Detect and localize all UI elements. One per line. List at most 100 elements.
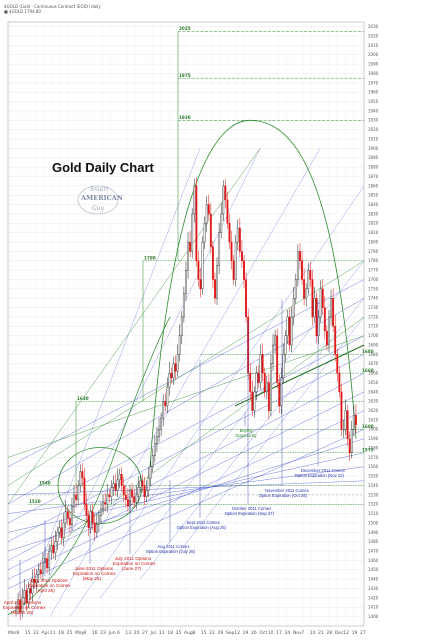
x-tick-label: 19 [352,630,358,636]
candle-body [46,558,49,569]
y-tick-label: 1710 [368,324,379,329]
y-tick-label: 1400 [368,614,379,619]
y-tick-label: 1730 [368,305,379,310]
x-tick-label: Aug [184,630,193,636]
y-tick-label: 1410 [368,605,379,610]
candle-body [296,251,299,280]
annotation-text: July 2011 Options [115,556,152,561]
y-tick-label: 1880 [368,165,379,170]
candle-body [124,494,127,500]
candle-body [91,511,94,524]
y-tick-label: 1470 [368,548,379,553]
candle-body [37,569,40,575]
candle-body [265,382,268,393]
candle-body [303,279,306,299]
y-tick-label: 1560 [368,464,379,469]
y-tick-label: 1450 [368,567,379,572]
candle-body [77,485,80,500]
candle-body [147,477,150,491]
y-tick-label: 1760 [368,277,379,282]
candle-body [174,363,177,372]
trendline-blue [7,335,365,524]
x-tick-label: Mar [8,630,17,636]
candle-body [31,578,34,594]
candle-body [278,382,281,407]
x-tick-label: 11 [159,630,165,636]
candle-body [355,415,357,425]
candle-body [255,372,258,393]
candle-body [338,372,341,393]
candle-body [253,391,256,411]
candle-body [305,288,308,299]
y-tick-label: 1920 [368,127,379,132]
annotation-text: Option Expiration (July 26) [146,549,196,554]
y-tick-label: 1990 [368,62,379,67]
x-tick-label: 22 [209,630,215,636]
chart-title: Gold Daily Chart [52,160,155,175]
trendline-blue [7,391,365,571]
x-tick-label: 11 [50,630,56,636]
x-tick-label: 18 [58,630,64,636]
x-tick-label: 23 [100,630,106,636]
candle-body [224,185,227,201]
candle-body [313,298,316,318]
y-tick-label: 1830 [368,211,379,216]
candle-body [236,227,239,243]
candle-body [232,260,235,280]
candle-body [193,185,196,215]
x-tick-label: Jun [108,630,116,636]
y-tick-label: 1660 [368,371,379,376]
y-tick-label: 1950 [368,99,379,104]
candle-body [21,597,24,613]
trendline-blue [7,466,365,514]
y-tick-label: 1610 [368,417,379,422]
candle-body [89,511,92,528]
candle-body [29,588,32,594]
candle-body [172,363,175,379]
candle-body [288,316,291,346]
candle-body [71,505,73,526]
price-levels: 2025 1975 1930 1780 1680 1660 1630 1600 1575 1540… [8,26,374,505]
x-tick-label: 15 [25,630,31,636]
y-tick-label: 1780 [368,258,379,263]
candle-body [276,335,279,383]
y-tick-label: 1750 [368,286,379,291]
candle-body [102,502,104,510]
candle-body [348,438,351,453]
candle-body [25,590,28,603]
y-tick-label: 1430 [368,586,379,591]
x-tick-label: 25 [67,630,73,636]
candle-body [64,511,67,524]
annotation-text: Expiration on Comex [73,571,116,576]
y-tick-label: 1930 [368,118,379,123]
candle-body [301,260,303,280]
candle-body [294,279,297,299]
annotation-text: Sept 2011 Comex [187,520,221,525]
x-tick-label: Sep [226,630,235,636]
candle-body [257,372,260,383]
y-axis: 1400 1410 1420 1430 1440 1450 1460 1470 1480 1490… [368,24,379,619]
candle-body [42,562,44,574]
candle-body [350,429,353,453]
candle-body [267,382,270,411]
y-tick-label: 1960 [368,90,379,95]
candle-body [203,223,206,243]
x-tick-label: 20 [134,630,140,636]
candle-body [120,474,123,486]
candle-body [342,429,345,431]
candle-body [149,466,152,479]
candle-body [162,401,165,419]
candle-body [19,599,22,613]
candle-body [182,293,185,318]
header-price: ■ $GOLD 1794.80 [4,9,41,14]
candle-body [127,499,129,507]
y-tick-label: 1540 [368,483,379,488]
level-label: 1630 [77,396,89,401]
candle-body [315,298,318,336]
candle-body [166,387,169,407]
candle-body [226,199,229,224]
candle-body [160,417,163,430]
candle-body [230,241,233,261]
y-tick-label: 2020 [368,33,379,38]
